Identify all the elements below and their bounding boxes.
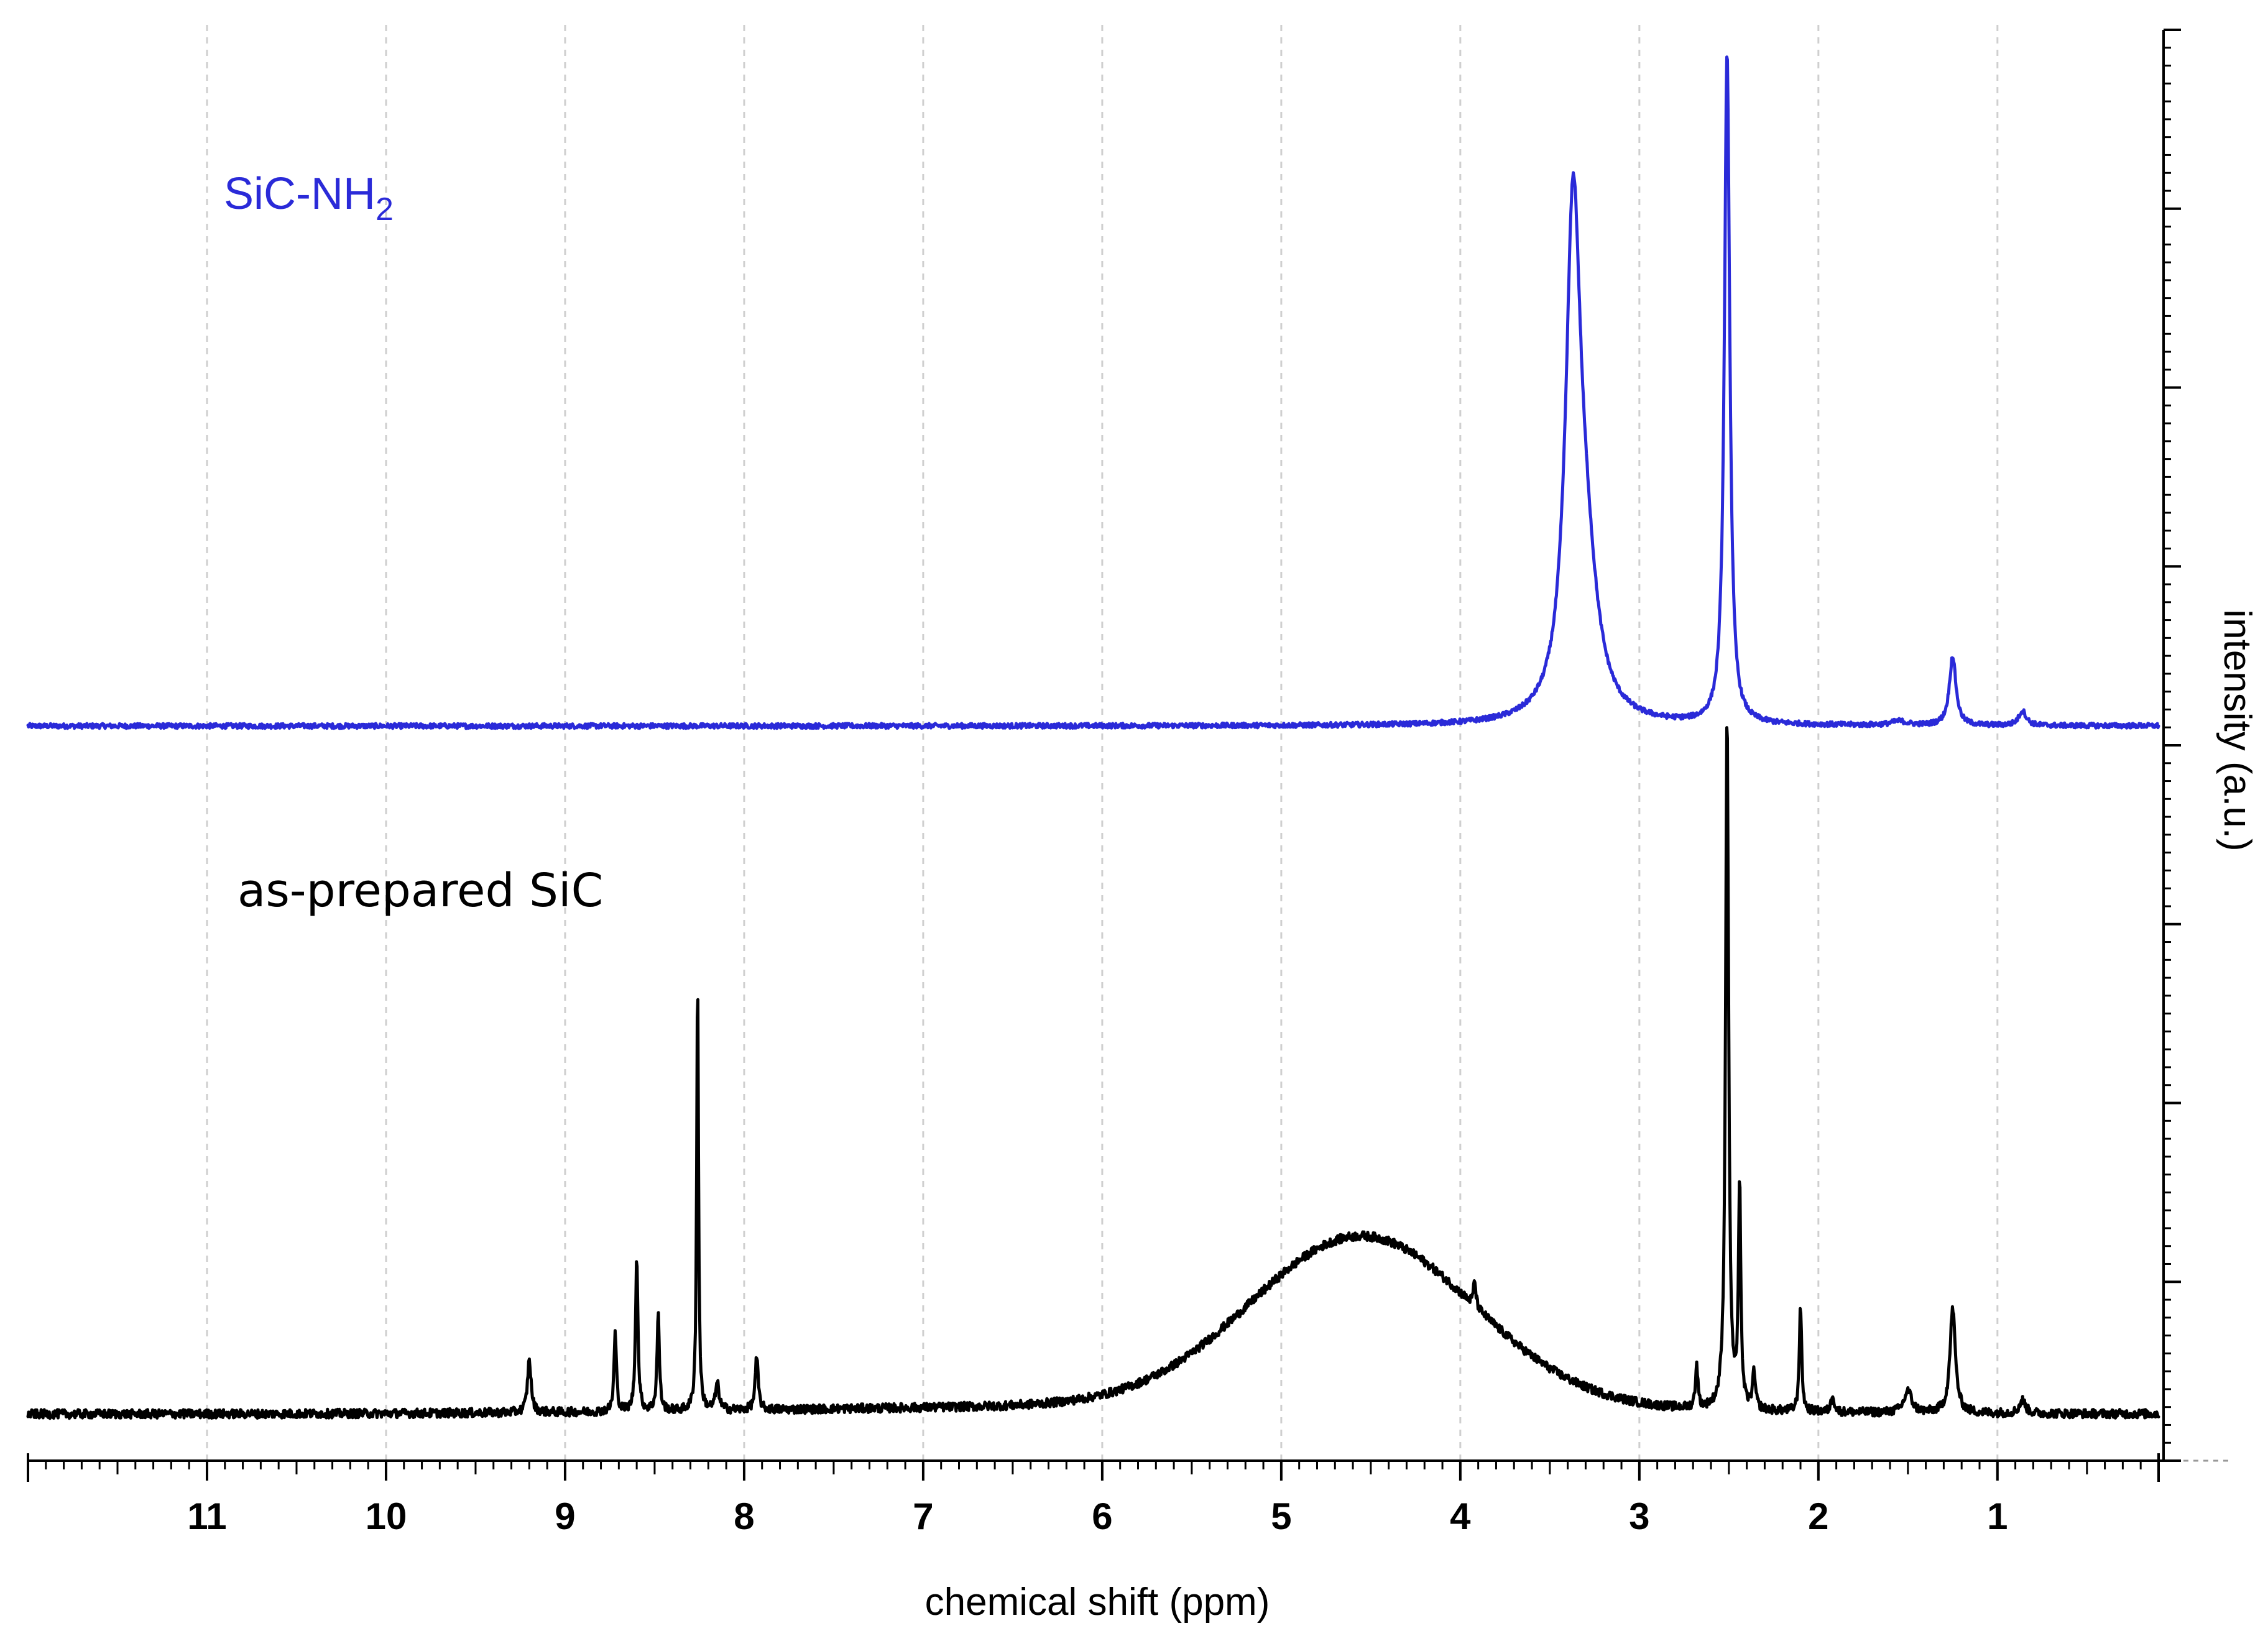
- series-label-as-prepared-sic: as-prepared SiC: [237, 864, 603, 917]
- series-line-as-prepared-sic: [26, 726, 2160, 1420]
- x-axis-title: chemical shift (ppm): [925, 1581, 1270, 1624]
- axes: 11 10 9 8 7 6 5 4 3 2 1: [27, 29, 2232, 1537]
- series-label-sic-nh2-sub: 2: [376, 191, 394, 227]
- x-tick-label-3: 3: [1629, 1496, 1649, 1537]
- x-tick-label-1: 1: [1987, 1496, 2008, 1537]
- series-label-sic-nh2-main: SiC-NH: [224, 169, 376, 219]
- x-tick-label-5: 5: [1271, 1496, 1291, 1537]
- series-label-sic-nh2: SiC-NH2: [224, 169, 394, 227]
- x-tick-label-2: 2: [1808, 1496, 1828, 1537]
- x-tick-label-9: 9: [555, 1496, 575, 1537]
- x-tick-label-7: 7: [913, 1496, 933, 1537]
- grid-lines: [206, 25, 1999, 1461]
- labels: SiC-NH2 as-prepared SiC chemical shift (…: [224, 169, 2259, 1624]
- spectra: [26, 55, 2160, 1420]
- x-tick-label-6: 6: [1092, 1496, 1112, 1537]
- y-axis-title: intensity (a.u.): [2216, 609, 2259, 851]
- series-line-sic-nh2: [26, 55, 2160, 730]
- x-tick-label-8: 8: [734, 1496, 754, 1537]
- x-tick-label-4: 4: [1450, 1496, 1471, 1537]
- x-tick-label-11: 11: [187, 1496, 226, 1537]
- x-tick-label-10: 10: [366, 1496, 407, 1537]
